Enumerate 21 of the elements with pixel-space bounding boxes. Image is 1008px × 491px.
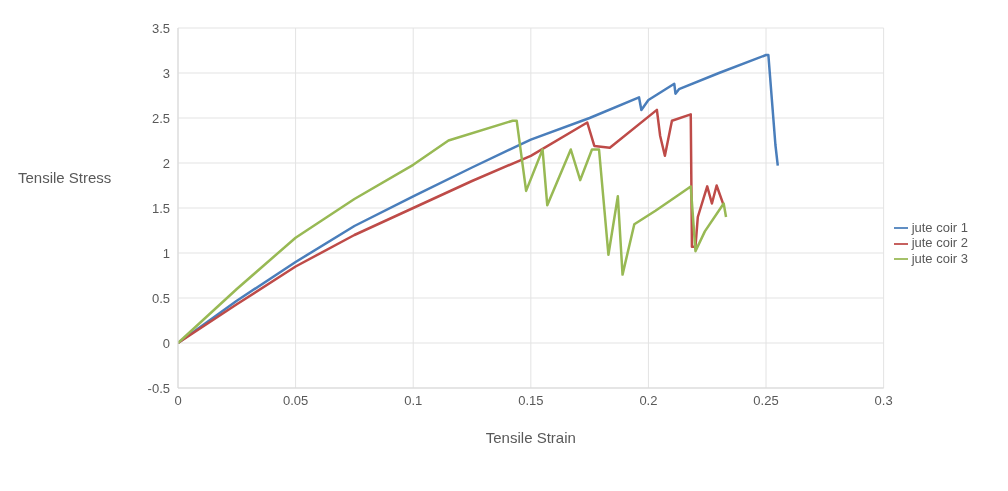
x-tick-label: 0.15 (518, 393, 544, 409)
legend-label: jute coir 1 (911, 219, 968, 235)
y-tick-label: -0.5 (147, 380, 170, 396)
x-tick-label: 0.3 (874, 393, 893, 409)
y-tick-label: 0.5 (151, 290, 170, 306)
y-tick-label: 3.5 (151, 20, 170, 36)
y-tick-label: 1 (162, 245, 170, 261)
x-tick-label: 0.1 (404, 393, 423, 409)
y-tick-label: 0 (162, 335, 170, 351)
legend-label: jute coir 3 (911, 250, 968, 266)
legend-label: jute coir 2 (911, 235, 968, 251)
x-tick-label: 0.2 (639, 393, 658, 409)
x-tick-label: 0 (174, 393, 182, 409)
x-tick-label: 0.25 (753, 393, 779, 409)
y-tick-label: 2 (162, 155, 170, 171)
y-axis-title: Tensile Stress (18, 169, 112, 187)
x-axis-title: Tensile Strain (485, 429, 576, 446)
y-tick-label: 2.5 (151, 110, 170, 126)
y-tick-label: 1.5 (151, 200, 170, 216)
x-tick-label: 0.05 (282, 393, 309, 409)
y-tick-label: 3 (162, 65, 170, 81)
